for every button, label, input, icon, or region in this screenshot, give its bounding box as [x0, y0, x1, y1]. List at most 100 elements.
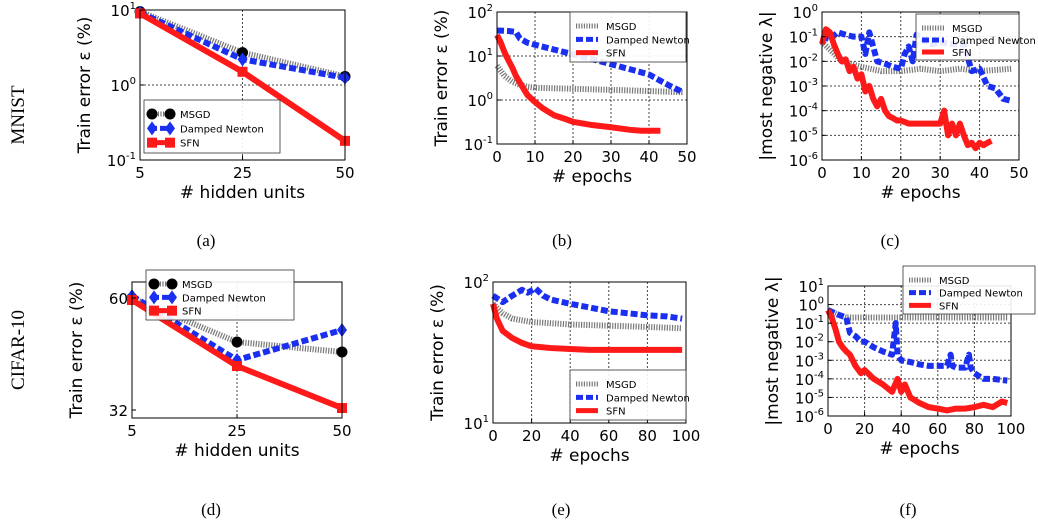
x-tick-label: 80 — [965, 420, 984, 438]
x-axis-label: # epochs — [880, 183, 960, 203]
chart-panel-3: 0 10 20 30 40 50 10-6 10-5 10-4 10-3 10-2 10-1 100 # … — [757, 3, 1036, 250]
y-tick-label: 100 — [799, 296, 824, 315]
data-point-msgd — [231, 336, 243, 348]
x-tick-label: 50 — [332, 422, 351, 440]
x-tick-label: 60 — [599, 427, 618, 445]
legend-label: SFN — [606, 407, 626, 418]
x-tick-label: 20 — [891, 164, 910, 182]
legend-label: MSGD — [952, 24, 983, 35]
legend-label: MSGD — [606, 380, 637, 391]
x-tick-label: 40 — [892, 420, 911, 438]
data-point-damped-newton — [237, 52, 248, 67]
y-tick-label: 10-2 — [795, 333, 824, 352]
y-tick-label: 102 — [468, 3, 493, 22]
chart-panel-1: 5 25 50 10-1 100 101 # hidden units Train error… — [75, 1, 355, 250]
y-axis-label: Train error ε (%) — [428, 284, 448, 422]
x-tick-label: 80 — [638, 427, 657, 445]
y-tick-label: 10-4 — [795, 370, 824, 389]
x-tick-label: 50 — [677, 148, 696, 166]
x-tick-label: 0 — [488, 427, 498, 445]
y-tick-label: 10-6 — [795, 407, 824, 426]
legend-marker — [148, 278, 160, 290]
data-point-sfn — [237, 66, 248, 77]
series-line-damped-newton — [496, 27, 685, 95]
x-axis-label: # epochs — [549, 446, 629, 466]
y-tick-label: 60 — [109, 290, 128, 308]
y-tick-label: 10-6 — [789, 151, 818, 170]
panel-caption: (e) — [552, 500, 571, 519]
legend-marker — [149, 290, 159, 305]
x-tick-label: 0 — [823, 420, 833, 438]
y-tick-label: 101 — [111, 1, 136, 20]
x-tick-label: 20 — [522, 427, 541, 445]
panel-caption: (f) — [900, 500, 917, 519]
y-axis-label: Train error ε (%) — [75, 17, 95, 155]
x-axis-label: # hidden units — [180, 183, 305, 203]
x-tick-label: 5 — [135, 164, 145, 182]
legend-marker — [147, 121, 157, 136]
legend-marker — [146, 108, 158, 120]
y-axis-label: Train error ε (%) — [67, 282, 87, 420]
y-tick-label: 10-2 — [789, 52, 818, 71]
legend-marker — [165, 137, 175, 148]
legend-marker — [164, 108, 176, 120]
x-tick-label: 30 — [931, 164, 950, 182]
y-tick-label: 10-1 — [789, 28, 818, 47]
y-tick-label: 101 — [468, 47, 493, 66]
y-tick-label: 100 — [111, 76, 136, 95]
x-tick-label: 20 — [855, 420, 874, 438]
series-line-msgd — [490, 301, 683, 332]
panel-caption: (d) — [201, 500, 221, 519]
y-tick-label: 10-5 — [795, 388, 824, 407]
y-tick-label: 101 — [799, 277, 824, 296]
y-tick-label: 10-5 — [789, 126, 818, 145]
y-axis-label: |most negative λ| — [763, 276, 783, 425]
y-tick-label: 100 — [793, 3, 818, 22]
x-axis-label: # epochs — [552, 167, 632, 187]
legend-marker — [165, 121, 175, 136]
legend-label: Damped Newton — [180, 124, 264, 135]
legend-label: SFN — [952, 48, 972, 59]
series-line-msgd — [494, 63, 684, 96]
x-tick-label: 100 — [672, 427, 701, 445]
y-tick-label: 10-4 — [789, 102, 818, 121]
series-line-damped-newton — [826, 307, 1008, 384]
series-line-damped-newton — [491, 285, 683, 322]
legend-marker — [166, 278, 178, 290]
legend-label: MSGD — [606, 22, 637, 33]
x-tick-label: 30 — [601, 148, 620, 166]
chart-panel-5: 0 20 40 60 80 100 101 102 # epochs Train error ε … — [428, 273, 700, 519]
data-point-sfn — [232, 361, 242, 371]
y-tick-label: 10-3 — [789, 77, 818, 96]
legend-label: MSGD — [939, 276, 970, 287]
y-tick-label: 10-3 — [795, 351, 824, 370]
series-line-sfn — [825, 308, 1009, 414]
series-line-damped-newton — [821, 29, 1012, 104]
y-tick-label: 10-1 — [795, 314, 824, 333]
legend-label: MSGD — [180, 110, 211, 121]
x-tick-label: 100 — [997, 420, 1026, 438]
y-axis-label: Train error ε (%) — [432, 10, 452, 148]
legend-marker — [149, 305, 159, 316]
y-tick-label: 32 — [109, 402, 128, 420]
x-tick-label: 0 — [817, 164, 827, 182]
legend-label: SFN — [182, 307, 202, 318]
y-tick-label: 100 — [468, 91, 493, 110]
row-label-cifar: CIFAR-10 — [8, 310, 29, 390]
series-line-sfn — [819, 26, 993, 152]
x-tick-label: 60 — [928, 420, 947, 438]
x-tick-label: 50 — [335, 164, 354, 182]
x-axis-label: # epochs — [879, 439, 959, 459]
x-axis-label: # hidden units — [174, 441, 299, 461]
row-label-mnist: MNIST — [8, 85, 29, 145]
legend-marker — [167, 290, 177, 305]
x-tick-label: 20 — [563, 148, 582, 166]
x-tick-label: 10 — [852, 164, 871, 182]
chart-panel-4: 5 25 50 32 60 # hidden units Train error ε (%)… — [67, 269, 352, 519]
x-tick-label: 40 — [970, 164, 989, 182]
y-tick-label: 102 — [464, 273, 489, 292]
x-tick-label: 40 — [561, 427, 580, 445]
axes-frame — [492, 281, 687, 424]
legend-marker — [147, 137, 157, 148]
